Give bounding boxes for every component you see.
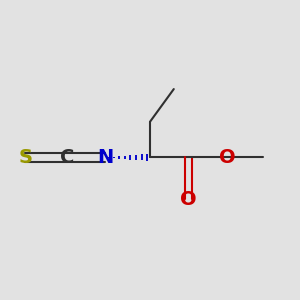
Text: C: C <box>60 148 74 167</box>
Text: O: O <box>180 190 197 208</box>
Text: N: N <box>97 148 113 167</box>
Text: O: O <box>219 148 236 167</box>
Text: S: S <box>18 148 32 167</box>
